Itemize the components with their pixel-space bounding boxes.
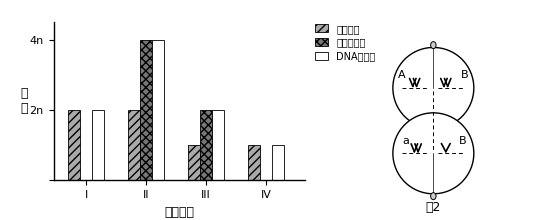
Bar: [140, 40, 152, 180]
Bar: [93, 110, 104, 180]
Y-axis label: 数
量: 数 量: [20, 87, 28, 115]
Circle shape: [393, 48, 474, 128]
Bar: [152, 40, 164, 180]
Text: B: B: [461, 70, 468, 81]
Bar: [200, 110, 212, 180]
Ellipse shape: [431, 42, 436, 49]
Bar: [248, 145, 260, 180]
Bar: [128, 110, 140, 180]
Text: B: B: [459, 136, 467, 146]
Bar: [188, 145, 200, 180]
Bar: [272, 145, 284, 180]
Ellipse shape: [431, 193, 436, 200]
Text: a: a: [402, 136, 409, 146]
Text: A: A: [399, 70, 406, 81]
Legend: 染色体数, 染色单体数, DNA分子数: 染色体数, 染色单体数, DNA分子数: [315, 24, 376, 61]
X-axis label: 细胞类型: 细胞类型: [164, 206, 194, 219]
Bar: [68, 110, 80, 180]
Bar: [212, 110, 224, 180]
Text: 图2: 图2: [426, 201, 441, 214]
Circle shape: [393, 113, 474, 194]
